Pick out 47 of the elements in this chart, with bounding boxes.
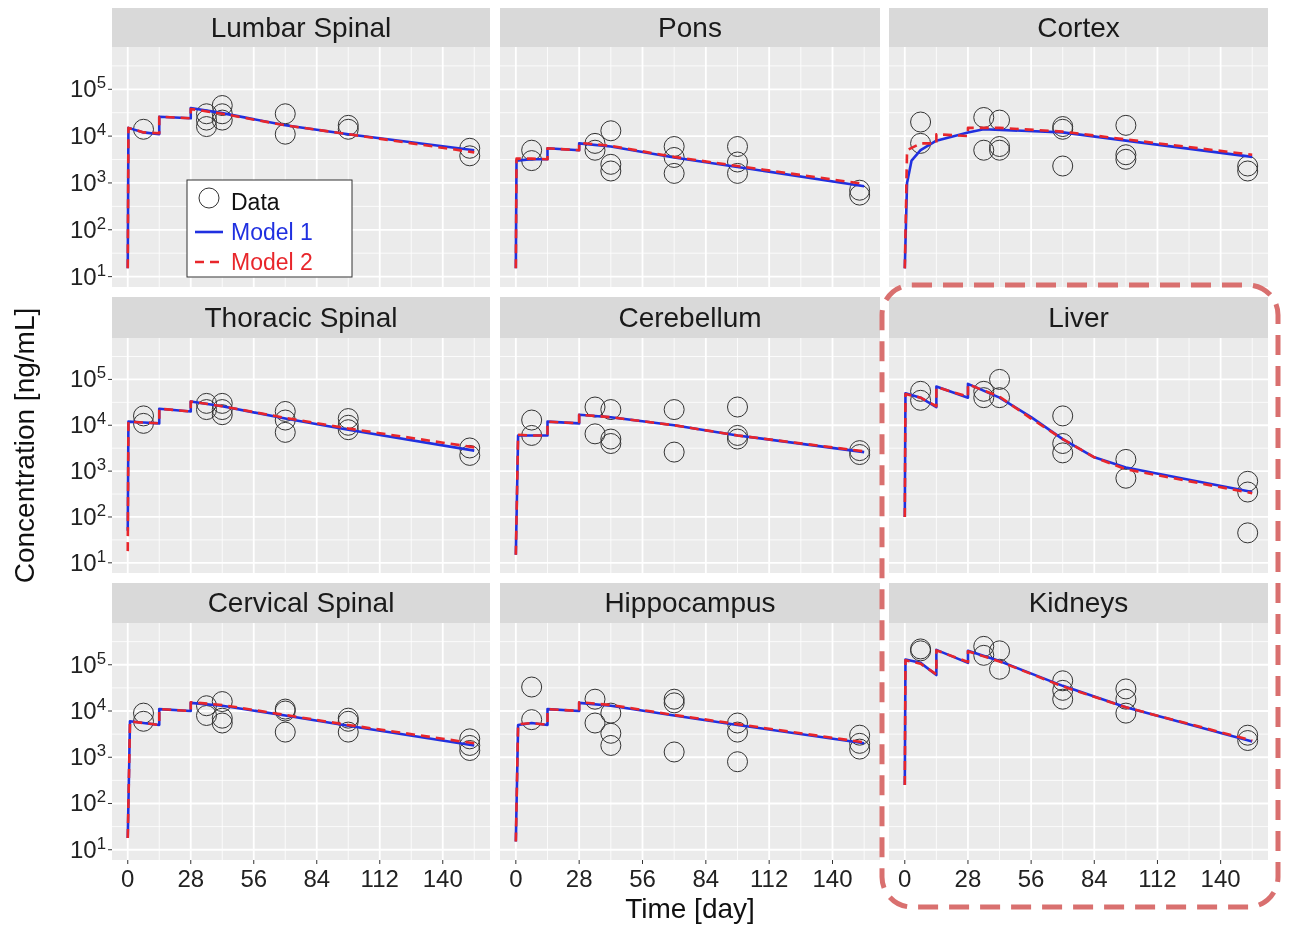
x-tick-label: 0 (509, 865, 523, 892)
y-tick-label: 10$^{1}$ (69, 546, 106, 576)
y-tick-label: 10$^{4}$ (69, 119, 106, 150)
x-tick-label: 28 (565, 865, 593, 892)
x-tick-label: 140 (812, 865, 853, 892)
x-tick-label: 112 (1138, 865, 1177, 892)
x-tick-label: 112 (750, 865, 789, 892)
chart-title: Liver (1048, 301, 1109, 333)
chart-title: Kidneys (1028, 587, 1129, 618)
y-tick-label: 10$^{1}$ (69, 260, 106, 290)
x-tick-label: 28 (954, 865, 982, 892)
x-tick-label: 140 (422, 865, 463, 892)
y-tick-label: 10$^{2}$ (69, 500, 106, 530)
x-tick-label: 140 (1200, 865, 1241, 892)
y-tick-label: 10$^{5}$ (69, 648, 106, 678)
x-tick-label: 84 (303, 865, 331, 892)
x-tick-label: 0 (121, 865, 135, 892)
chart-title: Thoracic Spinal (204, 301, 398, 333)
legend-label: Model 1 (231, 219, 313, 245)
x-tick-label: 84 (1080, 865, 1108, 892)
y-tick-label: 10$^{3}$ (69, 454, 106, 485)
chart-title: Cortex (1037, 11, 1120, 43)
x-tick-label: 28 (177, 865, 205, 892)
chart-title: Lumbar Spinal (210, 11, 392, 43)
x-tick-label: 84 (692, 865, 720, 892)
x-tick-label: 56 (240, 865, 268, 892)
y-tick-label: 10$^{3}$ (69, 740, 106, 771)
x-tick-label: 0 (898, 865, 912, 892)
y-tick-label: 10$^{4}$ (69, 694, 106, 725)
chart-title: Hippocampus (604, 587, 776, 618)
y-tick-label: 10$^{4}$ (69, 408, 106, 439)
y-tick-label: 10$^{5}$ (69, 362, 106, 393)
chart-title: Cervical Spinal (207, 587, 395, 618)
chart-title: Cerebellum (618, 301, 762, 333)
chart-title: Pons (658, 11, 722, 43)
y-axis-title: Concentration [ng/mL] (9, 307, 40, 584)
x-tick-label: 56 (629, 865, 656, 892)
y-tick-label: 10$^{3}$ (69, 166, 106, 196)
x-tick-label: 56 (1017, 865, 1045, 892)
y-tick-label: 10$^{2}$ (69, 213, 106, 243)
x-tick-label: 112 (360, 865, 399, 892)
legend-label: Data (231, 189, 280, 215)
legend-label: Model 2 (231, 249, 313, 275)
x-axis-title: Time [day] (625, 893, 755, 924)
y-tick-label: 10$^{2}$ (69, 787, 106, 817)
y-tick-label: 10$^{5}$ (69, 72, 106, 103)
y-tick-label: 10$^{1}$ (69, 833, 106, 863)
